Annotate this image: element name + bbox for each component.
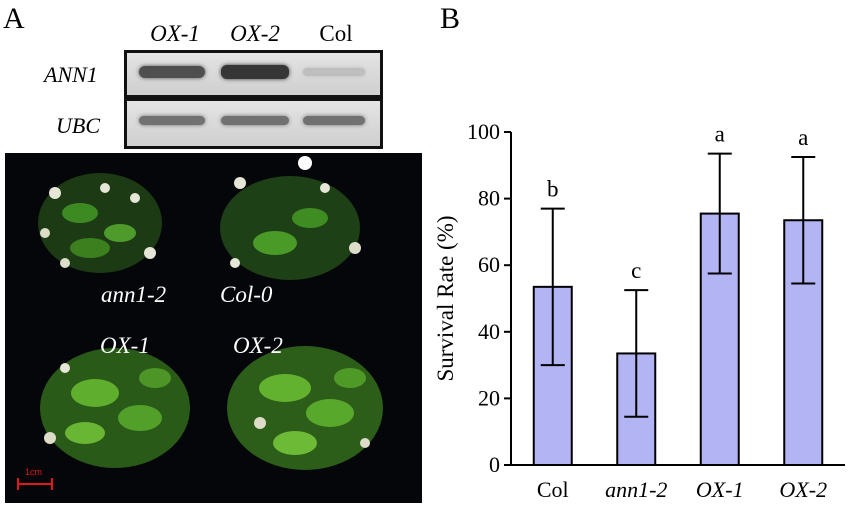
seedling-photo-drawing	[38, 156, 383, 470]
y-tick-label: 100	[467, 119, 500, 144]
lane-label-ox1: OX-1	[150, 21, 200, 46]
panel-b-letter: B	[440, 2, 461, 35]
photo-label-col-0: Col-0	[220, 282, 273, 307]
plant-cluster-ox-2	[227, 346, 383, 470]
y-tick-label: 0	[489, 452, 500, 477]
plant-cluster-col-0	[220, 156, 361, 280]
gel-band-ubc-col	[303, 116, 365, 125]
scale-bar-tick-right	[51, 478, 53, 490]
y-tick-label: 40	[478, 319, 500, 344]
scale-bar-label: 1cm	[25, 467, 43, 477]
x-tick-label-OX-1: OX-1	[696, 477, 744, 502]
gel-row-label-ann1: ANN1	[44, 62, 98, 87]
panel-a-letter: A	[3, 2, 25, 35]
y-tick-label: 20	[478, 385, 500, 410]
significance-label-Col: b	[547, 177, 559, 202]
gel-band-ubc-ox1	[139, 116, 205, 125]
y-axis-title: Survival Rate (%)	[433, 215, 458, 381]
plant-cluster-ox-1	[40, 348, 190, 468]
lane-label-ox2: OX-2	[230, 21, 280, 46]
gel-ann1	[124, 50, 383, 98]
gel-band-ann1-ox1	[139, 66, 205, 78]
lane-label-col: Col	[319, 21, 353, 46]
significance-label-ann1-2: c	[631, 258, 641, 283]
photo-label-ox-1: OX-1	[100, 333, 150, 358]
scale-bar-tick-left	[17, 478, 19, 490]
y-tick-label: 80	[478, 186, 500, 211]
x-tick-label-Col: Col	[537, 477, 569, 502]
photo-label-ox-2: OX-2	[233, 333, 283, 358]
photo-label-ann1-2: ann1-2	[101, 282, 167, 307]
significance-label-OX-2: a	[798, 125, 808, 150]
gel-band-ann1-col	[303, 68, 365, 76]
gel-band-ann1-ox2	[221, 65, 289, 79]
y-tick-label: 60	[478, 252, 500, 277]
significance-label-OX-1: a	[715, 122, 725, 147]
gel-band-ubc-ox2	[221, 116, 289, 125]
x-tick-label-OX-2: OX-2	[779, 477, 827, 502]
gel-row-label-ubc: UBC	[56, 113, 100, 138]
scale-bar	[17, 483, 52, 485]
survival-rate-chart: 0 20 40 60 80 100 Survival Rate (%) b Col c ann1-2…	[433, 119, 845, 502]
gel-ubc	[124, 98, 383, 149]
bar-Col	[532, 285, 573, 466]
seedling-photo: ann1-2 Col-0 OX-1 OX-2 1cm	[5, 153, 422, 503]
plant-cluster-ann1-2	[38, 173, 162, 273]
x-tick-label-ann1-2: ann1-2	[605, 477, 667, 502]
